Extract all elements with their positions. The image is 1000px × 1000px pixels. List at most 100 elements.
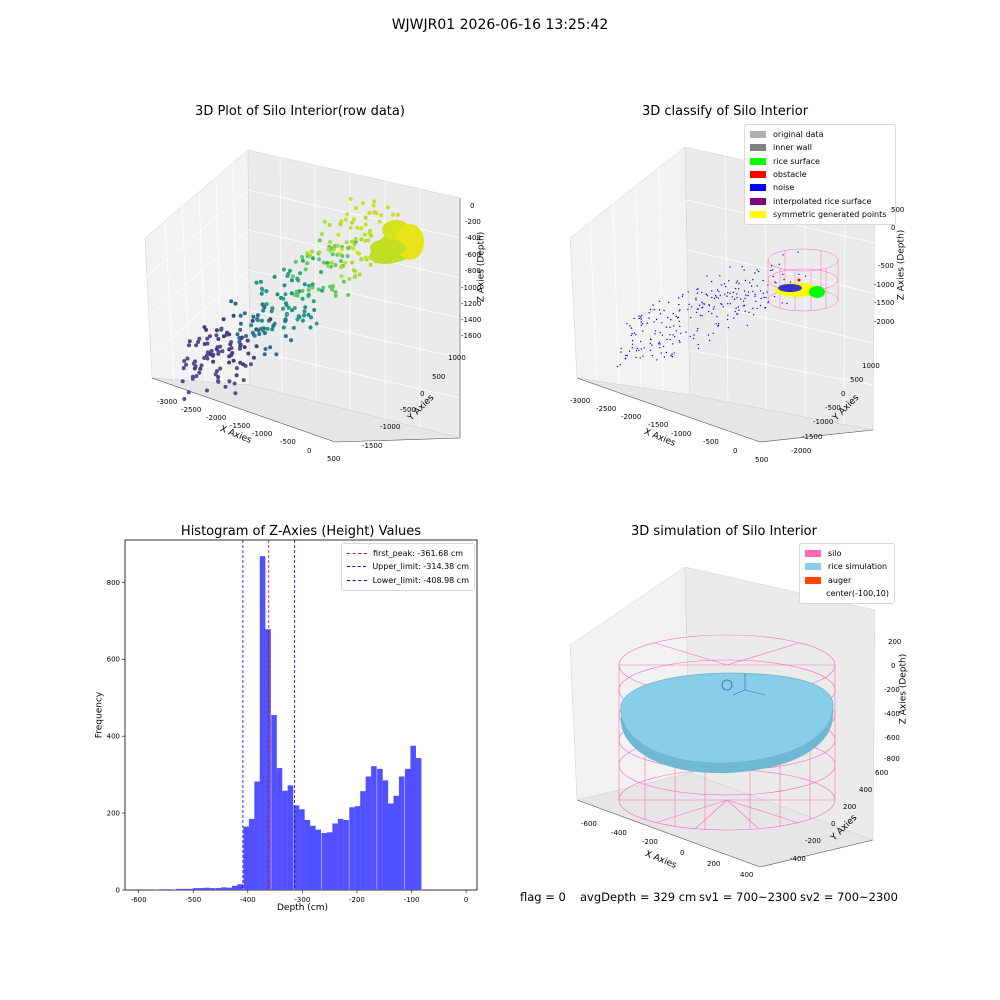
raw-point xyxy=(283,318,288,323)
classify-noise-point xyxy=(749,282,751,284)
classify-legend: original data inner wall rice surface ob… xyxy=(744,124,896,226)
classify-noise-point xyxy=(715,323,717,325)
classify-noise-point xyxy=(711,296,713,299)
classify-noise-point xyxy=(672,343,674,345)
classify-noise-point xyxy=(701,301,703,303)
classify-xtick-4: -1000 xyxy=(671,430,692,438)
raw-point xyxy=(214,369,219,374)
classify-noise-point xyxy=(666,338,668,341)
classify-noise-point xyxy=(723,283,726,285)
classify-noise-point xyxy=(701,315,703,317)
sim-ztick-0: 200 xyxy=(888,638,902,646)
classify-noise-point xyxy=(661,334,664,336)
hist-xtick-label: 0 xyxy=(464,896,468,904)
classify-noise-point xyxy=(681,295,684,298)
raw-point xyxy=(229,299,234,304)
raw-point xyxy=(259,318,264,323)
raw-point xyxy=(291,325,296,330)
classify-noise-point xyxy=(743,304,746,307)
raw-point xyxy=(320,288,325,293)
raw-point xyxy=(344,240,349,245)
sim-rice-simulation xyxy=(620,672,834,774)
raw-point xyxy=(343,260,348,265)
status-flag: flag = 0 xyxy=(520,890,566,904)
raw-point xyxy=(290,274,295,279)
status-avg-depth: avgDepth = 329 cm xyxy=(580,890,697,904)
raw-point xyxy=(198,366,203,371)
classify-noise-point xyxy=(642,330,644,332)
classify-noise-point xyxy=(741,265,743,268)
legend-line xyxy=(347,579,367,581)
raw-point xyxy=(282,283,287,288)
raw-point xyxy=(249,323,254,328)
raw-point xyxy=(355,250,360,255)
raw-point xyxy=(227,379,232,384)
legend-swatch xyxy=(750,171,766,179)
raw-point xyxy=(363,222,368,227)
classify-noise-point xyxy=(744,279,747,282)
hist-bar xyxy=(304,820,311,890)
raw-ytick-2: 0 xyxy=(420,390,425,398)
raw-point xyxy=(238,313,243,318)
raw-point xyxy=(219,327,224,332)
raw-xtick-3: -1500 xyxy=(230,422,251,430)
raw-xtick-2: -2000 xyxy=(206,414,227,422)
classify-noise-point xyxy=(669,326,671,328)
classify-noise-point xyxy=(759,290,762,292)
hist-bar xyxy=(332,823,338,890)
classify-noise-point xyxy=(738,288,740,290)
legend-label: obstacle xyxy=(773,170,807,180)
classify-noise-point xyxy=(716,315,718,318)
raw-ztick-8: -1600 xyxy=(461,332,482,340)
classify-noise-point xyxy=(782,254,784,256)
classify-noise-point xyxy=(640,340,642,343)
raw-point xyxy=(241,362,245,367)
raw-point xyxy=(190,374,195,379)
classify-noise-point xyxy=(733,317,735,319)
classify-noise-point xyxy=(653,309,655,311)
classify-noise-point xyxy=(718,323,720,325)
classify-noise-point xyxy=(721,303,723,306)
classify-noise-point xyxy=(789,281,792,283)
classify-noise-point xyxy=(708,339,711,342)
raw-point xyxy=(221,334,226,339)
classify-noise-point xyxy=(716,289,719,291)
classify-noise-point xyxy=(640,321,642,323)
raw-point xyxy=(288,268,292,273)
hist-bar xyxy=(371,766,377,890)
classify-noise-point xyxy=(701,291,703,294)
classify-noise-point xyxy=(693,334,695,336)
raw-point xyxy=(255,318,260,323)
classify-noise-point xyxy=(672,334,674,336)
raw-point xyxy=(355,225,360,230)
hist-ylabel: Frequency xyxy=(94,691,105,739)
classify-noise-point xyxy=(743,290,746,292)
raw-point xyxy=(182,359,187,363)
hist-ytick-label: 400 xyxy=(107,733,120,741)
raw-point xyxy=(320,232,324,237)
raw-point xyxy=(362,232,367,237)
raw-point xyxy=(283,334,288,339)
legend-swatch xyxy=(805,550,821,558)
hist-bar xyxy=(276,768,283,890)
raw-point xyxy=(391,212,395,217)
raw-point xyxy=(244,334,248,338)
raw-point xyxy=(347,277,352,281)
classify-noise-point xyxy=(665,351,668,354)
classify-noise-point xyxy=(712,308,715,310)
raw-point xyxy=(286,305,291,310)
raw-point xyxy=(369,233,374,238)
classify-noise-point xyxy=(754,272,756,274)
raw-point xyxy=(246,351,251,356)
sim-xtick-0: -600 xyxy=(581,820,597,828)
raw-point xyxy=(300,255,304,259)
raw-point xyxy=(281,267,286,272)
classify-noise-point xyxy=(757,270,760,273)
classify-left-pane xyxy=(569,146,691,396)
sim-ztick-3: -400 xyxy=(884,710,900,718)
classify-noise-point xyxy=(685,331,687,333)
hist-bar xyxy=(254,781,260,890)
raw-point xyxy=(242,311,247,316)
raw-ytick-5: -1500 xyxy=(362,442,383,450)
classify-noise-point xyxy=(687,291,689,293)
